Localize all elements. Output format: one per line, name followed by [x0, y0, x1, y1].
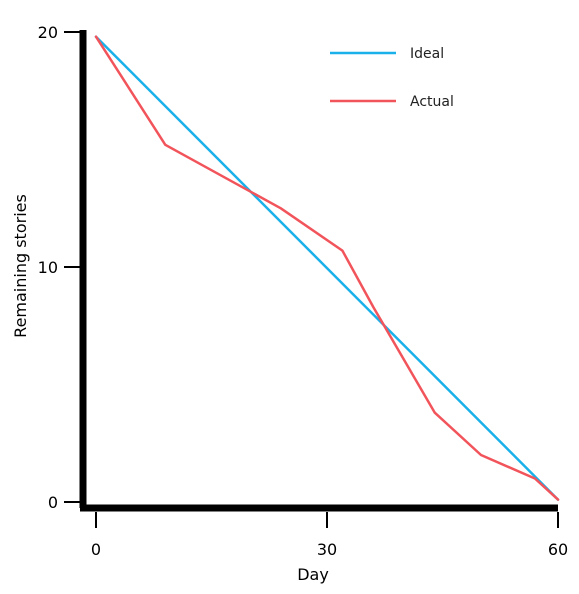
x-tick-label: 30 [317, 540, 337, 559]
x-tick-label: 60 [548, 540, 568, 559]
axes [79, 30, 558, 512]
y-axis-title: Remaining stories [11, 194, 30, 338]
x-axis-title: Day [297, 565, 329, 584]
y-tick-label: 10 [38, 258, 58, 277]
y-tick-label: 0 [48, 493, 58, 512]
ticks: 0 10 20 0 30 60 [38, 23, 569, 559]
legend-label: Ideal [410, 46, 444, 62]
legend-item-actual: Actual [330, 94, 454, 110]
legend-label: Actual [410, 94, 454, 110]
x-tick-label: 0 [91, 540, 101, 559]
legend-item-ideal: Ideal [330, 46, 444, 62]
legend: Ideal Actual [330, 46, 454, 110]
series-lines [94, 35, 560, 501]
series-line-actual [94, 35, 560, 501]
series-line-ideal [94, 35, 560, 501]
y-tick-label: 20 [38, 23, 58, 42]
